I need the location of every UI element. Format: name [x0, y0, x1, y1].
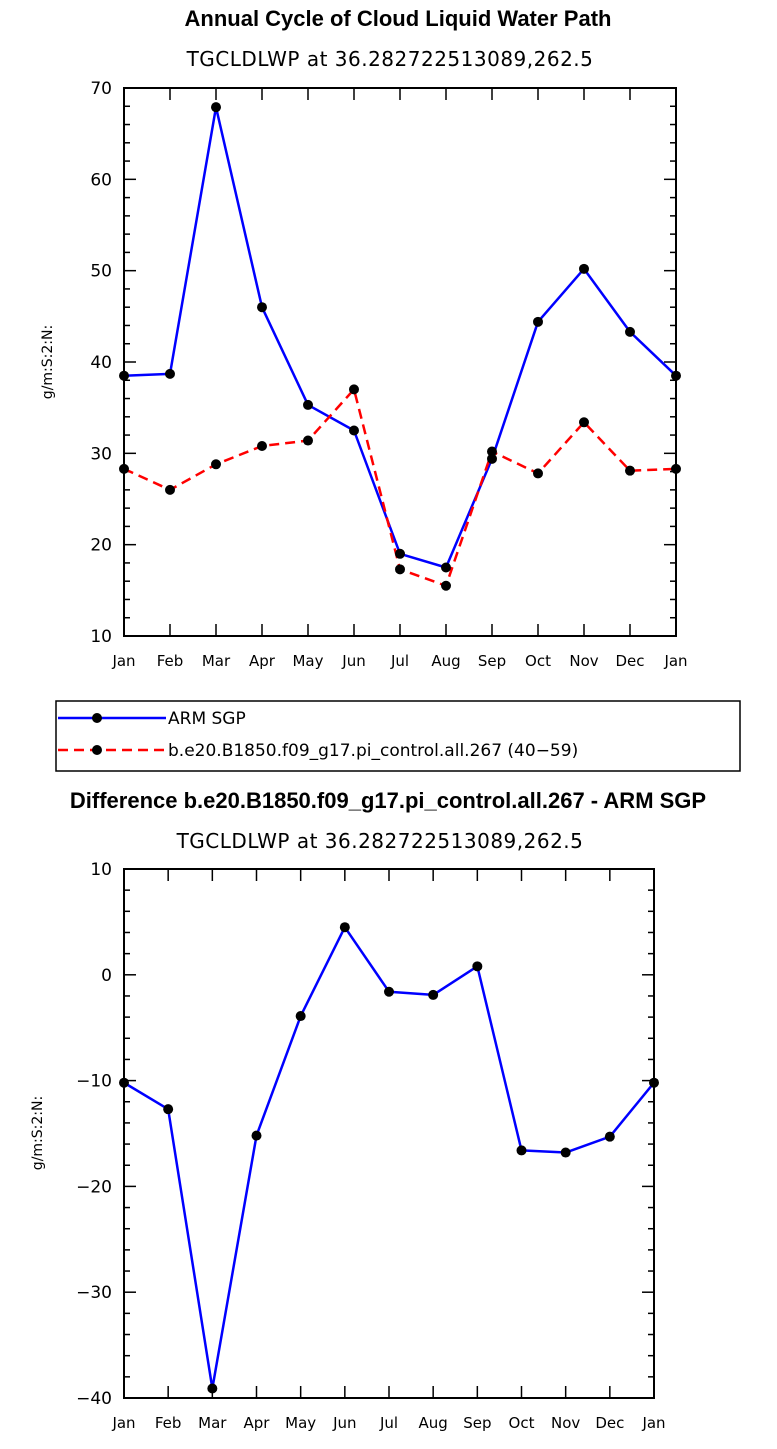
chart-title: Difference b.e20.B1850.f09_g17.pi_contro… — [70, 788, 706, 813]
chart-subtitle: TGCLDLWP at 36.282722513089,262.5 — [176, 829, 584, 853]
data-point-0 — [533, 316, 543, 327]
y-tick-label: 0 — [101, 966, 112, 986]
x-tick-label: Feb — [157, 652, 184, 670]
chart-subtitle: TGCLDLWP at 36.282722513089,262.5 — [186, 47, 594, 71]
series-line-0 — [123, 105, 677, 569]
x-tick-labels: Jan Feb Mar Apr May Jun Jul Aug Sep Oct Nov Dec Jan — [111, 652, 687, 670]
data-point-0 — [163, 1104, 174, 1115]
data-point-0 — [295, 1011, 306, 1022]
plot-frame — [123, 87, 677, 637]
data-point-1 — [257, 441, 267, 452]
x-tick-label: Dec — [615, 652, 644, 670]
x-tick-label: Oct — [509, 1414, 535, 1432]
x-tick-label: Jan — [663, 652, 687, 670]
data-point-0 — [579, 263, 589, 274]
data-point-1 — [533, 468, 543, 479]
x-tick-label: Sep — [463, 1414, 491, 1432]
legend-item-model: b.e20.B1850.f09_g17.pi_control.all.267 (… — [58, 741, 578, 761]
x-tick-label: Dec — [595, 1414, 624, 1432]
x-tick-label: May — [285, 1414, 316, 1432]
y-tick-label: 40 — [90, 353, 112, 373]
data-point-0 — [384, 986, 394, 997]
x-tick-label: Apr — [249, 652, 276, 670]
y-tick-label: −20 — [76, 1177, 112, 1197]
x-tick-label: Jun — [341, 652, 365, 670]
x-tick-label: Aug — [419, 1414, 448, 1432]
y-tick-label: 50 — [90, 262, 112, 282]
x-tick-label: Jan — [111, 652, 135, 670]
legend-item-arm-sgp: ARM SGP — [58, 709, 246, 729]
data-point-0 — [257, 302, 267, 313]
plot-frame — [123, 868, 655, 1399]
x-tick-label: Nov — [551, 1414, 580, 1432]
x-tick-label: Mar — [198, 1414, 227, 1432]
data-point-0 — [604, 1131, 615, 1142]
data-point-0 — [165, 368, 175, 379]
y-tick-label: −10 — [76, 1072, 112, 1092]
data-point-0 — [207, 1383, 218, 1394]
x-tick-label: Jan — [111, 1414, 135, 1432]
data-point-0 — [441, 562, 451, 573]
data-point-1 — [395, 564, 405, 575]
x-tick-label: Jul — [379, 1414, 398, 1432]
x-tick-label: Jul — [390, 652, 409, 670]
x-tick-label: Nov — [569, 652, 598, 670]
data-point-0 — [625, 326, 635, 337]
legend-label-arm-sgp: ARM SGP — [168, 709, 246, 729]
x-tick-labels: Jan Feb Mar Apr May Jun Jul Aug Sep Oct Nov Dec Jan — [111, 1414, 665, 1432]
data-point-1 — [487, 446, 497, 457]
x-tick-label: Jun — [332, 1414, 356, 1432]
x-tick-label: May — [292, 652, 323, 670]
legend-marker-model — [92, 745, 102, 755]
y-axis-label: g/m:S:2:N: — [40, 325, 56, 399]
y-tick-label: 20 — [90, 536, 112, 556]
data-point-1 — [579, 417, 589, 428]
data-point-0 — [560, 1147, 571, 1158]
y-tick-label: 60 — [90, 170, 112, 190]
data-point-1 — [625, 465, 635, 476]
data-point-1 — [211, 459, 221, 470]
x-tick-label: Feb — [155, 1414, 182, 1432]
y-tick-label: 10 — [90, 627, 112, 647]
y-tick-label: 10 — [90, 860, 112, 880]
x-tick-label: Aug — [431, 652, 460, 670]
x-tick-label: Sep — [478, 652, 506, 670]
data-point-1 — [303, 435, 313, 446]
series-layer — [119, 102, 681, 591]
chart-title: Annual Cycle of Cloud Liquid Water Path — [185, 6, 612, 31]
data-point-1 — [441, 580, 451, 591]
y-tick-label: 30 — [90, 444, 112, 464]
legend: ARM SGP b.e20.B1850.f09_g17.pi_control.a… — [55, 700, 741, 772]
y-axis-label: g/m:S:2:N: — [30, 1096, 46, 1170]
x-tick-label: Jan — [641, 1414, 665, 1432]
chart-difference: Difference b.e20.B1850.f09_g17.pi_contro… — [30, 788, 706, 1432]
x-tick-label: Mar — [202, 652, 231, 670]
data-point-0 — [472, 961, 483, 972]
data-point-0 — [211, 102, 221, 113]
data-point-0 — [339, 922, 350, 933]
data-point-1 — [349, 384, 359, 395]
data-point-0 — [251, 1130, 262, 1141]
data-point-0 — [428, 989, 439, 1000]
x-tick-label: Apr — [244, 1414, 271, 1432]
y-tick-label: −40 — [76, 1389, 112, 1409]
data-point-0 — [487, 453, 497, 464]
y-tick-labels: 10 20 30 40 50 60 70 — [90, 79, 112, 647]
legend-box — [55, 700, 741, 772]
data-point-1 — [165, 484, 175, 495]
x-tick-label: Oct — [525, 652, 551, 670]
legend-label-model: b.e20.B1850.f09_g17.pi_control.all.267 (… — [168, 741, 578, 761]
y-tick-label: 70 — [90, 79, 112, 99]
data-point-0 — [395, 548, 405, 559]
y-tick-labels: −40 −30 −20 −10 0 10 — [76, 860, 112, 1409]
data-point-0 — [349, 425, 359, 436]
data-point-0 — [303, 399, 313, 410]
tick-marks — [123, 868, 655, 1399]
series-layer — [119, 922, 659, 1394]
y-tick-label: −30 — [76, 1283, 112, 1303]
chart-annual-cycle: Annual Cycle of Cloud Liquid Water Path … — [40, 6, 688, 670]
legend-marker-arm-sgp — [92, 713, 102, 723]
data-point-0 — [516, 1145, 527, 1156]
